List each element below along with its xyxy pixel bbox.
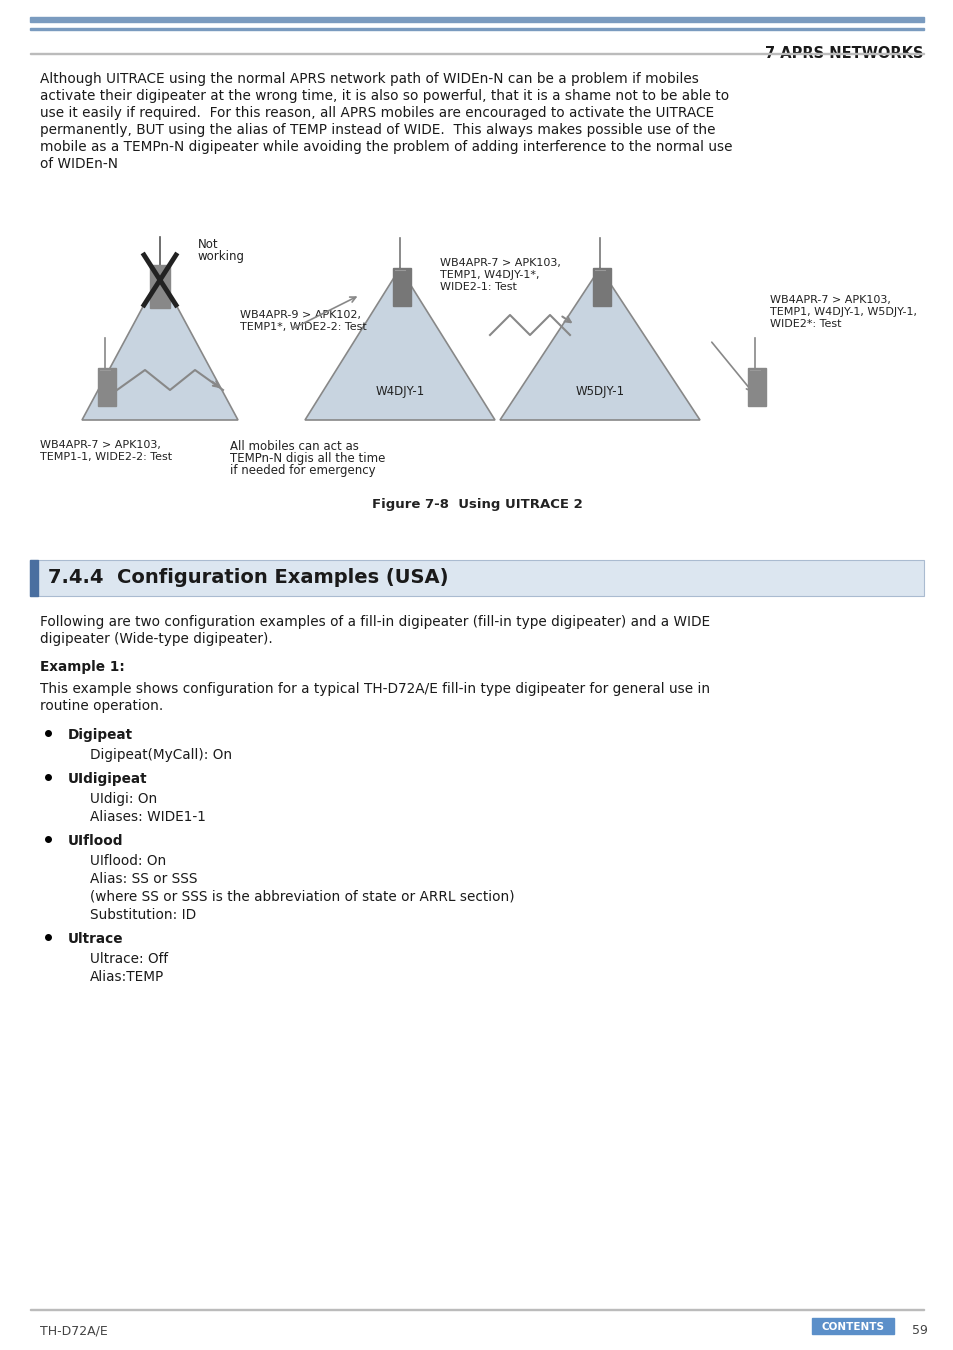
Polygon shape bbox=[82, 275, 237, 420]
Text: WB4APR-7 > APK103,: WB4APR-7 > APK103, bbox=[40, 440, 161, 450]
Text: UIdigi: On: UIdigi: On bbox=[90, 792, 157, 806]
Polygon shape bbox=[305, 269, 495, 420]
Text: Ultrace: Ultrace bbox=[68, 931, 123, 946]
Text: working: working bbox=[198, 250, 245, 263]
Text: WB4APR-9 > APK102,: WB4APR-9 > APK102, bbox=[240, 310, 360, 320]
Text: 7 APRS NETWORKS: 7 APRS NETWORKS bbox=[764, 46, 923, 61]
Text: WIDE2*: Test: WIDE2*: Test bbox=[769, 319, 841, 329]
Text: UIflood: On: UIflood: On bbox=[90, 855, 166, 868]
Text: Although UITRACE using the normal APRS network path of WIDEn-N can be a problem : Although UITRACE using the normal APRS n… bbox=[40, 72, 699, 86]
Text: Not: Not bbox=[198, 238, 218, 251]
Bar bbox=[593, 269, 610, 306]
Text: if needed for emergency: if needed for emergency bbox=[230, 464, 375, 477]
Text: W4DJY-1: W4DJY-1 bbox=[375, 385, 424, 398]
Text: This example shows configuration for a typical TH-D72A/E fill-in type digipeater: This example shows configuration for a t… bbox=[40, 682, 709, 697]
Polygon shape bbox=[499, 269, 700, 420]
Text: Digipeat(MyCall): On: Digipeat(MyCall): On bbox=[90, 748, 232, 761]
Bar bbox=[30, 28, 923, 30]
Bar bbox=[393, 269, 411, 306]
Text: TEMP1-1, WIDE2-2: Test: TEMP1-1, WIDE2-2: Test bbox=[40, 452, 172, 462]
Text: permanently, BUT using the alias of TEMP instead of WIDE.  This always makes pos: permanently, BUT using the alias of TEMP… bbox=[40, 123, 715, 136]
Text: (where SS or SSS is the abbreviation of state or ARRL section): (where SS or SSS is the abbreviation of … bbox=[90, 890, 514, 905]
Text: CONTENTS: CONTENTS bbox=[821, 1322, 883, 1332]
Text: W5DJY-1: W5DJY-1 bbox=[575, 385, 624, 398]
Text: of WIDEn-N: of WIDEn-N bbox=[40, 157, 118, 171]
Text: Alias:TEMP: Alias:TEMP bbox=[90, 971, 164, 984]
Text: TEMP1, W4DJY-1*,: TEMP1, W4DJY-1*, bbox=[439, 270, 539, 279]
Text: routine operation.: routine operation. bbox=[40, 699, 163, 713]
Text: TEMP1, W4DJY-1, W5DJY-1,: TEMP1, W4DJY-1, W5DJY-1, bbox=[769, 306, 916, 317]
Text: Aliases: WIDE1-1: Aliases: WIDE1-1 bbox=[90, 810, 206, 824]
Bar bbox=[150, 265, 170, 308]
Text: Ultrace: Off: Ultrace: Off bbox=[90, 952, 168, 967]
Text: 59: 59 bbox=[911, 1324, 927, 1336]
Text: WIDE2-1: Test: WIDE2-1: Test bbox=[439, 282, 517, 292]
Bar bbox=[30, 560, 38, 595]
Text: UIflood: UIflood bbox=[68, 834, 123, 848]
Text: UIdigipeat: UIdigipeat bbox=[68, 772, 148, 786]
Text: TEMP1*, WIDE2-2: Test: TEMP1*, WIDE2-2: Test bbox=[240, 323, 366, 332]
Text: activate their digipeater at the wrong time, it is also so powerful, that it is : activate their digipeater at the wrong t… bbox=[40, 89, 728, 103]
Text: Digipeat: Digipeat bbox=[68, 728, 133, 743]
Text: TH-D72A/E: TH-D72A/E bbox=[40, 1324, 108, 1336]
Text: Alias: SS or SSS: Alias: SS or SSS bbox=[90, 872, 197, 886]
Text: Substitution: ID: Substitution: ID bbox=[90, 909, 196, 922]
Text: mobile as a TEMPn-N digipeater while avoiding the problem of adding interference: mobile as a TEMPn-N digipeater while avo… bbox=[40, 140, 732, 154]
Bar bbox=[30, 560, 923, 595]
Text: digipeater (Wide-type digipeater).: digipeater (Wide-type digipeater). bbox=[40, 632, 273, 647]
Bar bbox=[98, 369, 116, 406]
Text: TEMPn-N digis all the time: TEMPn-N digis all the time bbox=[230, 452, 385, 464]
Text: use it easily if required.  For this reason, all APRS mobiles are encouraged to : use it easily if required. For this reas… bbox=[40, 107, 714, 120]
Bar bbox=[811, 1318, 893, 1334]
Text: Following are two configuration examples of a fill-in digipeater (fill-in type d: Following are two configuration examples… bbox=[40, 616, 709, 629]
Text: 7.4.4  Configuration Examples (USA): 7.4.4 Configuration Examples (USA) bbox=[48, 568, 448, 587]
Bar bbox=[30, 18, 923, 22]
Bar bbox=[747, 369, 765, 406]
Text: All mobiles can act as: All mobiles can act as bbox=[230, 440, 358, 454]
Text: WB4APR-7 > APK103,: WB4APR-7 > APK103, bbox=[439, 258, 560, 269]
Text: Example 1:: Example 1: bbox=[40, 660, 125, 674]
Text: Figure 7-8  Using UITRACE 2: Figure 7-8 Using UITRACE 2 bbox=[372, 498, 581, 512]
Text: WB4APR-7 > APK103,: WB4APR-7 > APK103, bbox=[769, 296, 890, 305]
